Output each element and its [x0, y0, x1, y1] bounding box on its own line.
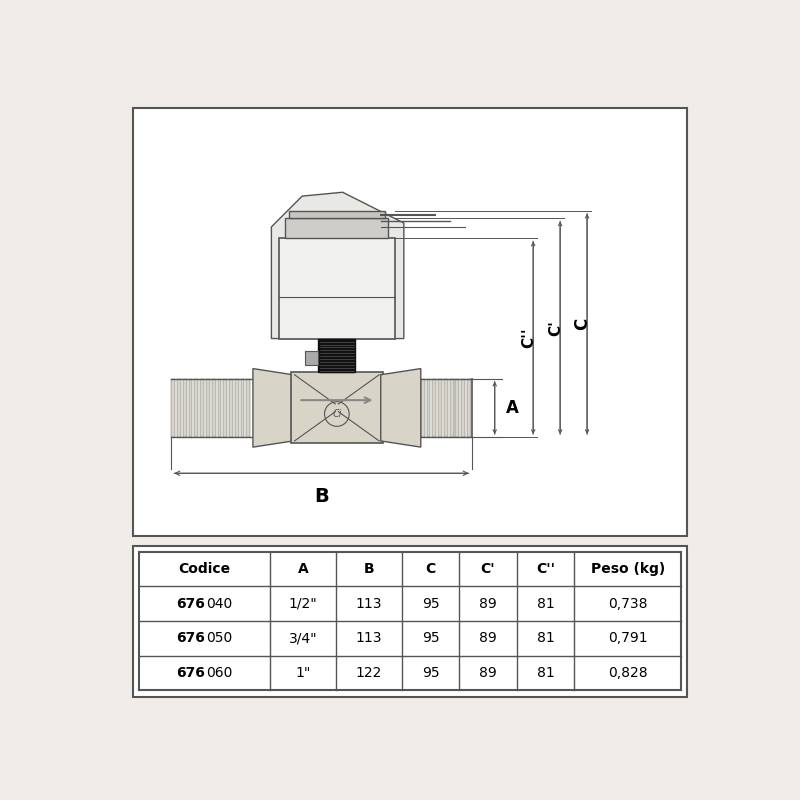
Text: 89: 89: [479, 666, 497, 680]
Bar: [133, 546, 687, 697]
Bar: [444, 378, 448, 437]
Text: 676: 676: [176, 631, 205, 646]
Bar: [462, 378, 465, 437]
Text: 676: 676: [176, 666, 205, 680]
Bar: [177, 378, 181, 437]
Bar: [438, 378, 442, 437]
Text: 89: 89: [479, 631, 497, 646]
Bar: [200, 378, 204, 437]
Text: 0,738: 0,738: [608, 597, 647, 611]
Text: A: A: [506, 399, 518, 417]
Text: 81: 81: [537, 666, 554, 680]
Text: C': C': [548, 320, 563, 336]
Text: Codice: Codice: [178, 562, 230, 576]
Text: 95: 95: [422, 666, 439, 680]
Bar: [279, 238, 394, 338]
Text: 113: 113: [356, 631, 382, 646]
Bar: [212, 378, 215, 437]
Bar: [290, 373, 383, 443]
Bar: [133, 108, 687, 537]
Bar: [320, 357, 354, 373]
Bar: [305, 351, 318, 365]
Text: Peso (kg): Peso (kg): [590, 562, 665, 576]
Text: 040: 040: [206, 597, 233, 611]
Text: 676: 676: [176, 597, 205, 611]
Bar: [286, 218, 389, 238]
Text: 1/2": 1/2": [289, 597, 318, 611]
Bar: [455, 378, 459, 437]
Text: C'': C'': [521, 327, 536, 348]
Bar: [171, 378, 175, 437]
Text: 95: 95: [422, 597, 439, 611]
Bar: [450, 378, 454, 437]
Text: C: C: [426, 562, 436, 576]
Polygon shape: [253, 369, 293, 447]
Text: B: B: [364, 562, 374, 576]
Bar: [189, 378, 193, 437]
Polygon shape: [271, 192, 404, 338]
Bar: [318, 338, 355, 373]
Bar: [194, 378, 198, 437]
Bar: [426, 378, 430, 437]
Text: 0,828: 0,828: [608, 666, 647, 680]
Text: 3/4": 3/4": [289, 631, 318, 646]
Text: 81: 81: [537, 597, 554, 611]
Text: 113: 113: [356, 597, 382, 611]
Text: Ci: Ci: [332, 409, 342, 419]
Bar: [229, 378, 233, 437]
Bar: [223, 378, 227, 437]
Bar: [432, 378, 436, 437]
Text: 1": 1": [295, 666, 311, 680]
Text: 89: 89: [479, 597, 497, 611]
Bar: [289, 210, 385, 218]
Text: C': C': [481, 562, 495, 576]
Bar: [235, 378, 238, 437]
Text: C'': C'': [536, 562, 555, 576]
Bar: [421, 378, 425, 437]
Text: B: B: [314, 487, 329, 506]
Text: 81: 81: [537, 631, 554, 646]
Text: 050: 050: [206, 631, 233, 646]
Text: C: C: [574, 318, 591, 330]
Text: 122: 122: [356, 666, 382, 680]
Text: 95: 95: [422, 631, 439, 646]
Bar: [206, 378, 210, 437]
Bar: [246, 378, 250, 437]
Bar: [218, 378, 222, 437]
Bar: [183, 378, 186, 437]
Bar: [241, 378, 245, 437]
Bar: [467, 378, 471, 437]
Text: 0,791: 0,791: [608, 631, 647, 646]
Text: 060: 060: [206, 666, 233, 680]
Polygon shape: [381, 369, 421, 447]
Text: A: A: [298, 562, 309, 576]
